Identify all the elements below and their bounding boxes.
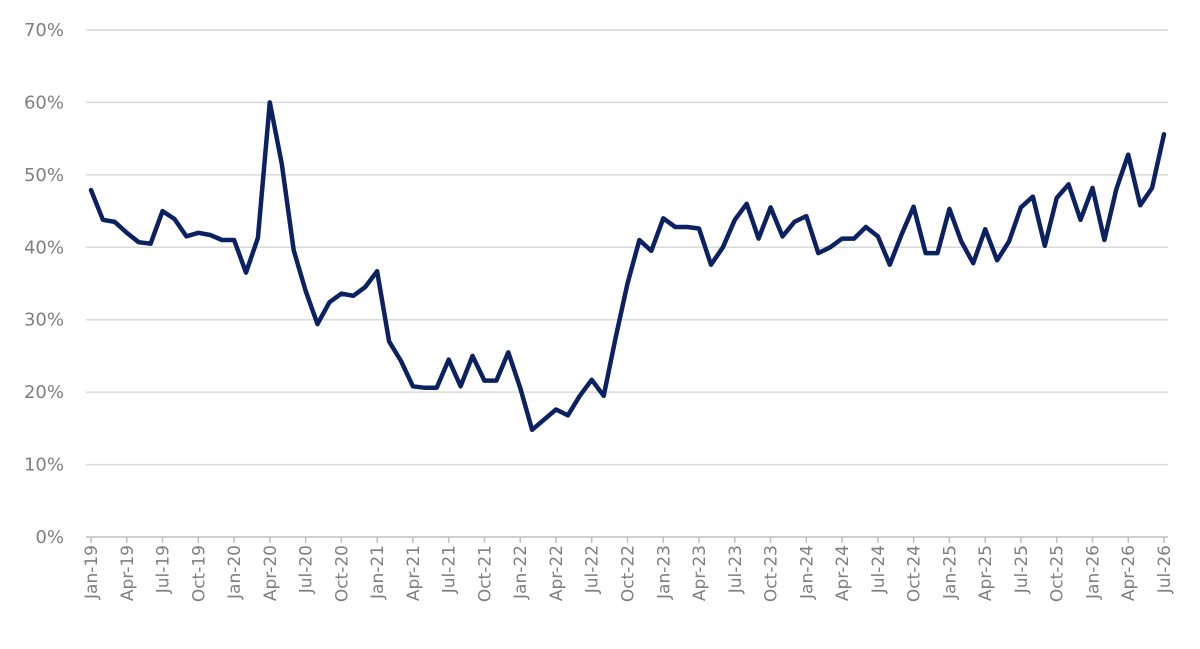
gridlines <box>86 29 1168 466</box>
y-tick-label: 40% <box>24 237 64 258</box>
x-tick-label: Oct-24 <box>905 545 925 602</box>
y-tick-label: 60% <box>24 92 64 113</box>
x-tick-label: Apr-22 <box>547 545 567 601</box>
x-tick-label: Jul-22 <box>583 545 603 594</box>
x-tick-label: Apr-23 <box>690 545 710 601</box>
x-tick-label: Jan-23 <box>654 545 674 600</box>
y-tick-label: 10% <box>24 455 64 476</box>
x-tick-label: Jul-26 <box>1155 545 1175 594</box>
y-axis-tick-labels: 0% 10% 20% 30% 40% 50% 60% 70% <box>24 20 64 548</box>
x-tick-label: Oct-19 <box>189 545 209 602</box>
y-tick-label: 70% <box>24 20 64 41</box>
x-axis-tick-labels: Jan-19 Apr-19 Jul-19 Oct-19 Jan-20 Apr-20 Jul-… <box>82 537 1175 602</box>
x-tick-label: Oct-25 <box>1048 545 1068 602</box>
x-tick-label: Apr-21 <box>404 545 424 601</box>
x-tick-label: Jan-20 <box>225 545 245 600</box>
y-tick-label: 0% <box>35 527 64 548</box>
x-tick-label: Oct-21 <box>475 545 495 602</box>
x-tick-label: Jul-25 <box>1012 545 1032 594</box>
x-tick-label: Oct-23 <box>762 545 782 602</box>
x-tick-label: Jan-25 <box>940 545 960 600</box>
x-tick-label: Apr-20 <box>261 545 281 601</box>
y-tick-label: 30% <box>24 310 64 331</box>
series-line-1 <box>88 100 1167 433</box>
x-tick-label: Jul-20 <box>297 545 317 594</box>
x-tick-label: Apr-19 <box>118 545 138 601</box>
x-tick-label: Oct-20 <box>332 545 352 602</box>
x-tick-label: Jul-24 <box>869 545 889 594</box>
x-tick-label: Apr-26 <box>1119 545 1139 601</box>
y-tick-label: 50% <box>24 165 64 186</box>
x-tick-label: Jan-24 <box>797 545 817 600</box>
x-tick-label: Jul-23 <box>726 545 746 594</box>
x-tick-label: Oct-22 <box>619 545 639 602</box>
x-tick-label: Jul-21 <box>440 545 460 594</box>
x-tick-label: Jan-22 <box>511 545 531 600</box>
x-tick-label: Jan-19 <box>82 545 102 600</box>
x-tick-label: Jul-19 <box>154 545 174 594</box>
series-layer <box>88 100 1167 433</box>
x-tick-label: Jan-26 <box>1083 545 1103 600</box>
y-tick-label: 20% <box>24 382 64 403</box>
x-tick-label: Apr-25 <box>976 545 996 601</box>
x-tick-label: Jan-21 <box>368 545 388 600</box>
x-tick-label: Apr-24 <box>833 545 853 601</box>
